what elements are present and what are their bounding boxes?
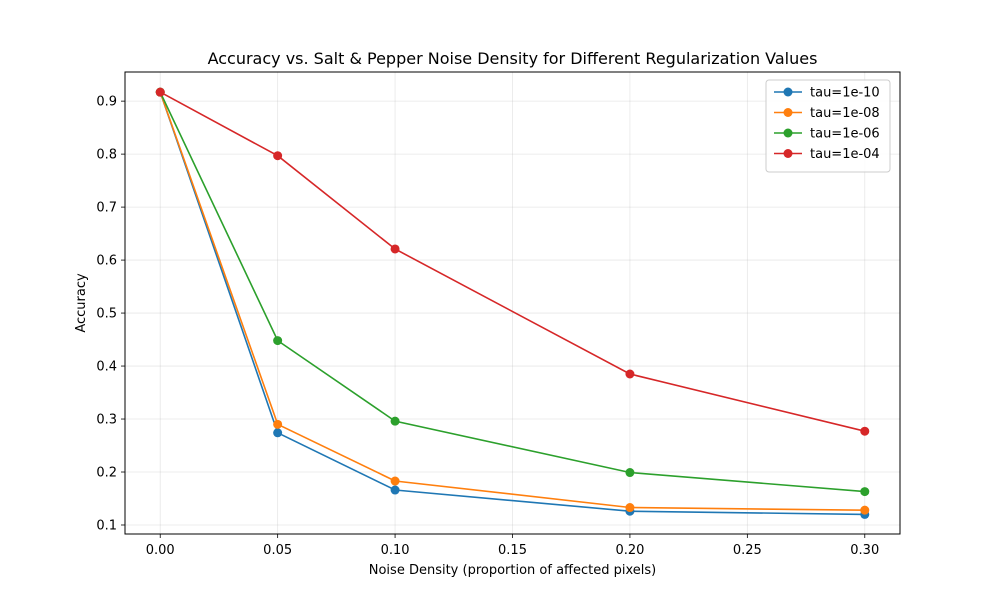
x-axis-label: Noise Density (proportion of affected pi…	[369, 563, 657, 578]
legend: tau=1e-10 tau=1e-08 tau=1e-06 tau=1e-04	[765, 79, 891, 173]
y-tick-label: 0.8	[96, 148, 117, 163]
data-point	[390, 476, 400, 486]
legend-item: tau=1e-10	[774, 86, 880, 101]
legend-item: tau=1e-08	[774, 106, 880, 121]
data-point	[860, 487, 870, 497]
data-point	[860, 426, 870, 436]
y-tick-label: 0.3	[96, 413, 117, 428]
data-point	[273, 419, 283, 429]
data-point	[273, 336, 283, 346]
legend-label: tau=1e-08	[810, 106, 880, 121]
y-tick-label: 0.2	[96, 466, 117, 481]
data-point	[390, 244, 400, 254]
legend-item: tau=1e-06	[774, 127, 880, 142]
data-point	[273, 428, 283, 438]
x-tick-label: 0.20	[615, 543, 644, 558]
series-2	[155, 87, 870, 515]
y-tick-label: 0.4	[96, 360, 117, 375]
y-axis: 0.1 0.2 0.3 0.4 0.5 0.6 0.7 0.8 0.9	[96, 95, 125, 533]
legend-label: tau=1e-06	[810, 127, 880, 142]
legend-label: tau=1e-10	[810, 86, 880, 101]
x-tick-label: 0.15	[498, 543, 527, 558]
legend-box	[765, 79, 891, 173]
data-point	[390, 485, 400, 495]
legend-swatch-marker	[783, 108, 793, 117]
legend-swatch-marker	[783, 149, 793, 158]
legend-swatch-marker	[783, 87, 793, 97]
series-lines	[155, 87, 870, 519]
y-axis-label: Accuracy	[74, 273, 89, 333]
data-point	[273, 151, 283, 161]
x-tick-label: 0.30	[850, 543, 879, 558]
x-axis: 0.00 0.05 0.10 0.15 0.20 0.25 0.30	[146, 534, 879, 558]
data-point	[390, 416, 400, 426]
legend-label: tau=1e-04	[810, 147, 880, 162]
y-tick-label: 0.7	[96, 201, 117, 216]
series-4	[155, 87, 870, 436]
chart-title: Accuracy vs. Salt & Pepper Noise Density…	[208, 49, 818, 68]
data-point	[625, 468, 635, 478]
y-tick-label: 0.9	[96, 95, 117, 110]
legend-item: tau=1e-04	[774, 147, 880, 162]
y-tick-label: 0.6	[96, 254, 117, 269]
x-tick-label: 0.10	[381, 543, 410, 558]
legend-swatch-marker	[783, 128, 793, 138]
data-point	[625, 503, 635, 513]
x-tick-label: 0.25	[733, 543, 762, 558]
data-point	[625, 369, 635, 379]
y-tick-label: 0.1	[96, 518, 117, 533]
x-tick-label: 0.00	[146, 543, 175, 558]
x-tick-label: 0.05	[263, 543, 292, 558]
y-tick-label: 0.5	[96, 307, 117, 322]
data-point	[860, 505, 870, 515]
data-point	[155, 87, 165, 97]
